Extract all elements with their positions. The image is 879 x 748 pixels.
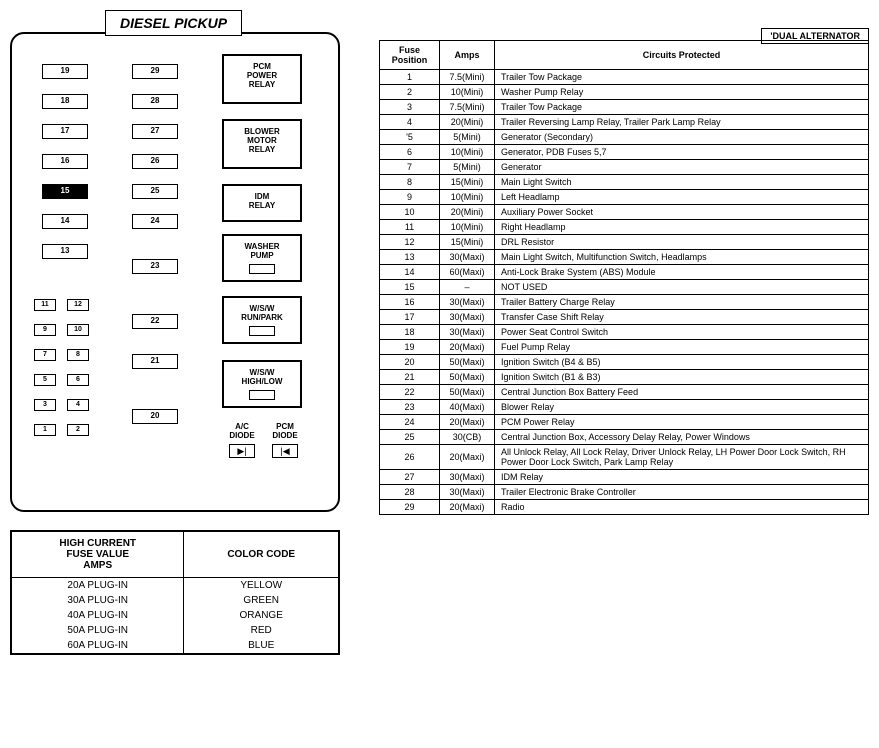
fuse-table-row: 420(Mini)Trailer Reversing Lamp Relay, T… — [380, 115, 869, 130]
fuse-table-row: 2150(Maxi)Ignition Switch (B1 & B3) — [380, 370, 869, 385]
fuse-table-row: 1110(Mini)Right Headlamp — [380, 220, 869, 235]
diode-label: A/CDIODE — [227, 422, 257, 440]
fuse-1: 1 — [34, 424, 56, 436]
fuse-28: 28 — [132, 94, 178, 109]
diode-icon: ▶| — [229, 444, 255, 458]
fuse-table-row: 2920(Maxi)Radio — [380, 500, 869, 515]
relay: W/S/WRUN/PARK — [222, 296, 302, 344]
fuse-table-row: 1020(Mini)Auxiliary Power Socket — [380, 205, 869, 220]
fuse-11: 11 — [34, 299, 56, 311]
color-table-header: HIGH CURRENTFUSE VALUEAMPS — [11, 531, 184, 578]
fuse-table-header: FusePosition — [380, 41, 440, 70]
fuse-27: 27 — [132, 124, 178, 139]
fuse-table-row: 1730(Maxi)Transfer Case Shift Relay — [380, 310, 869, 325]
fuse-12: 12 — [67, 299, 89, 311]
fuse-6: 6 — [67, 374, 89, 386]
fuse-19: 19 — [42, 64, 88, 79]
color-table-row: 30A PLUG-INGREEN — [11, 593, 339, 608]
color-table-row: 60A PLUG-INBLUE — [11, 638, 339, 654]
relay: IDMRELAY — [222, 184, 302, 222]
fuse-table-row: 1460(Maxi)Anti-Lock Brake System (ABS) M… — [380, 265, 869, 280]
fuse-table-row: 1215(Mini)DRL Resistor — [380, 235, 869, 250]
fuse-7: 7 — [34, 349, 56, 361]
fuse-4: 4 — [67, 399, 89, 411]
fuse-table-row: 1830(Maxi)Power Seat Control Switch — [380, 325, 869, 340]
fuse-15: 15 — [42, 184, 88, 199]
fuse-table-row: 1630(Maxi)Trailer Battery Charge Relay — [380, 295, 869, 310]
fuse-26: 26 — [132, 154, 178, 169]
fuse-23: 23 — [132, 259, 178, 274]
relay: PCMPOWERRELAY — [222, 54, 302, 104]
fuse-14: 14 — [42, 214, 88, 229]
fuse-table-row: 210(Mini)Washer Pump Relay — [380, 85, 869, 100]
fuse-10: 10 — [67, 324, 89, 336]
title-box: DIESEL PICKUP — [105, 10, 242, 36]
fuse-table-row: 15–NOT USED — [380, 280, 869, 295]
fuse-table-row: 2050(Maxi)Ignition Switch (B4 & B5) — [380, 355, 869, 370]
color-table-row: 40A PLUG-INORANGE — [11, 608, 339, 623]
fuse-table-row: 610(Mini)Generator, PDB Fuses 5,7 — [380, 145, 869, 160]
fuse-18: 18 — [42, 94, 88, 109]
fuse-table-row: 2730(Maxi)IDM Relay — [380, 470, 869, 485]
fuse-5: 5 — [34, 374, 56, 386]
fuse-panel-diagram: 1918171615141329282726252423222120111291… — [10, 32, 340, 512]
fuse-table-row: 2420(Maxi)PCM Power Relay — [380, 415, 869, 430]
fuse-21: 21 — [132, 354, 178, 369]
color-table-row: 50A PLUG-INRED — [11, 623, 339, 638]
fuse-2: 2 — [67, 424, 89, 436]
fuse-table-row: '55(Mini)Generator (Secondary) — [380, 130, 869, 145]
fuse-table-row: 1330(Maxi)Main Light Switch, Multifuncti… — [380, 250, 869, 265]
fuse-table-header: Amps — [440, 41, 495, 70]
fuse-table-row: 2830(Maxi)Trailer Electronic Brake Contr… — [380, 485, 869, 500]
fuse-table-header: Circuits Protected — [495, 41, 869, 70]
color-table-row: 20A PLUG-INYELLOW — [11, 578, 339, 594]
fuse-table-row: 75(Mini)Generator — [380, 160, 869, 175]
fuse-3: 3 — [34, 399, 56, 411]
fuse-table-row: 815(Mini)Main Light Switch — [380, 175, 869, 190]
fuse-24: 24 — [132, 214, 178, 229]
fuse-13: 13 — [42, 244, 88, 259]
diode-label: PCMDIODE — [270, 422, 300, 440]
relay: BLOWERMOTORRELAY — [222, 119, 302, 169]
fuse-table-row: 37.5(Mini)Trailer Tow Package — [380, 100, 869, 115]
fuse-16: 16 — [42, 154, 88, 169]
color-table-header: COLOR CODE — [184, 531, 339, 578]
fuse-9: 9 — [34, 324, 56, 336]
fuse-table: FusePositionAmpsCircuits Protected 17.5(… — [379, 40, 869, 515]
fuse-table-row: 2340(Maxi)Blower Relay — [380, 400, 869, 415]
fuse-table-row: 2530(CB)Central Junction Box, Accessory … — [380, 430, 869, 445]
fuse-22: 22 — [132, 314, 178, 329]
fuse-20: 20 — [132, 409, 178, 424]
fuse-25: 25 — [132, 184, 178, 199]
page: DIESEL PICKUP 'DUAL ALTERNATOR 191817161… — [10, 10, 869, 738]
fuse-8: 8 — [67, 349, 89, 361]
fuse-table-row: 17.5(Mini)Trailer Tow Package — [380, 70, 869, 85]
fuse-table-row: 2620(Maxi)All Unlock Relay, All Lock Rel… — [380, 445, 869, 470]
fuse-table-row: 1920(Maxi)Fuel Pump Relay — [380, 340, 869, 355]
fuse-table-row: 2250(Maxi)Central Junction Box Battery F… — [380, 385, 869, 400]
fuse-table-row: 910(Mini)Left Headlamp — [380, 190, 869, 205]
fuse-29: 29 — [132, 64, 178, 79]
diode-icon: |◀ — [272, 444, 298, 458]
relay: W/S/WHIGH/LOW — [222, 360, 302, 408]
relay: WASHERPUMP — [222, 234, 302, 282]
fuse-17: 17 — [42, 124, 88, 139]
color-code-table: HIGH CURRENTFUSE VALUEAMPSCOLOR CODE 20A… — [10, 530, 340, 655]
